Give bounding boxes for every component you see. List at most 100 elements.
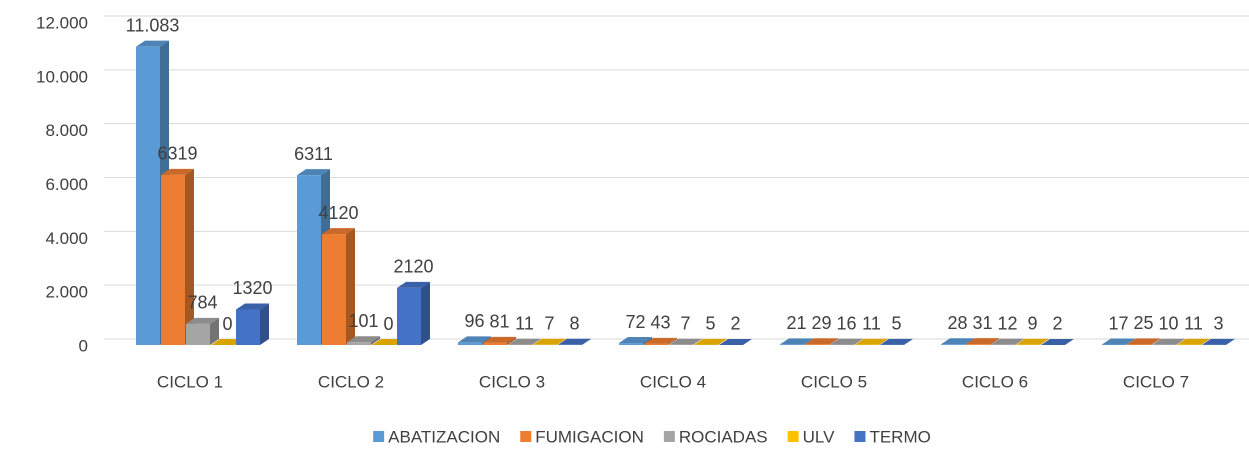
bar [458, 342, 482, 345]
bar-top [1102, 338, 1135, 345]
legend-swatch [373, 431, 385, 442]
bar [619, 343, 643, 345]
y-tick-label: 2.000 [45, 283, 88, 302]
bar-side [965, 338, 974, 345]
bar [780, 344, 804, 345]
data-label: 29 [811, 313, 831, 333]
legend-label: ABATIZACION [388, 427, 500, 446]
bar-top [533, 338, 566, 345]
bar [483, 342, 507, 345]
x-tick-label: CICLO 3 [479, 372, 545, 391]
data-label: 2 [1052, 314, 1062, 334]
y-tick-label: 8.000 [45, 121, 88, 140]
data-label: 5 [705, 314, 715, 334]
bar-side [421, 281, 430, 345]
data-label: 8 [569, 314, 579, 334]
bar-side [1040, 338, 1049, 345]
legend-swatch [663, 431, 675, 442]
bar-top [136, 40, 169, 47]
bar [297, 175, 321, 345]
bar-top [644, 337, 677, 344]
bar-side [346, 228, 355, 345]
bar-side [743, 338, 752, 345]
data-label: 6311 [294, 144, 333, 164]
legend-label: ULV [803, 427, 835, 446]
data-label: 0 [383, 314, 393, 334]
bar-top [1152, 338, 1185, 345]
data-label: 12 [997, 313, 1017, 333]
legend-label: FUMIGACION [535, 427, 644, 446]
bar-side [904, 338, 913, 345]
legend-label: TERMO [869, 427, 930, 446]
y-tick-label: 0 [79, 336, 88, 355]
bar-side [668, 337, 677, 345]
bar-side [1151, 338, 1160, 345]
bar-top [458, 336, 491, 343]
data-label: 31 [972, 313, 992, 333]
data-label: 11 [862, 313, 881, 333]
bar-top [397, 281, 430, 288]
data-label: 11 [1184, 313, 1203, 333]
data-label: 7 [544, 314, 554, 334]
data-label: 21 [786, 313, 806, 333]
bar-side [532, 338, 541, 345]
data-label: 784 [187, 293, 217, 313]
bar-top [372, 339, 405, 345]
bar [347, 342, 371, 345]
bar [397, 287, 421, 345]
bar [1127, 344, 1151, 345]
data-label: 11.083 [126, 15, 180, 35]
data-label: 4120 [318, 203, 358, 223]
bar [186, 323, 210, 345]
data-label: 1320 [232, 278, 272, 298]
x-tick-label: CICLO 1 [157, 372, 223, 391]
bar-side [1065, 338, 1074, 345]
bar-top [558, 338, 591, 345]
bar-top [322, 228, 355, 235]
legend-label: ROCIADAS [679, 427, 768, 446]
bar-top [991, 338, 1024, 345]
bar-top [719, 338, 752, 345]
data-label: 17 [1108, 313, 1128, 333]
legend-swatch [787, 431, 799, 442]
bar-top [1016, 338, 1049, 345]
bar-top [830, 338, 863, 345]
bar-top [347, 336, 380, 343]
bar-side [557, 338, 566, 345]
bar-top [297, 169, 330, 176]
data-label: 6319 [157, 144, 197, 164]
data-label: 16 [836, 313, 856, 333]
bar-top [966, 338, 999, 345]
x-tick-label: CICLO 5 [801, 372, 867, 391]
data-label: 10 [1158, 313, 1178, 333]
bar-top [1041, 338, 1074, 345]
bar-top [780, 338, 813, 345]
bar-top [805, 338, 838, 345]
bar-top [669, 338, 702, 345]
bar [941, 344, 965, 345]
bar-side [804, 338, 813, 345]
legend-swatch [520, 431, 532, 442]
x-tick-label: CICLO 7 [1123, 372, 1189, 391]
legend-swatch [854, 431, 866, 442]
bar-top [161, 168, 194, 175]
bar-side [1201, 338, 1210, 345]
bar-side [371, 336, 380, 345]
bar [644, 343, 668, 345]
data-label: 101 [348, 311, 378, 331]
bar-top [186, 317, 219, 324]
bar [236, 309, 260, 345]
data-label: 72 [625, 312, 645, 332]
bar [136, 46, 160, 345]
x-tick-label: CICLO 2 [318, 372, 384, 391]
bar-side [854, 338, 863, 345]
bar-top [694, 338, 727, 345]
bar-side [990, 338, 999, 345]
bar-top [941, 338, 974, 345]
bar-side [1176, 338, 1185, 345]
bar-side [718, 338, 727, 345]
data-label: 43 [650, 313, 670, 333]
bar [161, 174, 185, 345]
data-label: 5 [891, 314, 901, 334]
bar [966, 344, 990, 345]
